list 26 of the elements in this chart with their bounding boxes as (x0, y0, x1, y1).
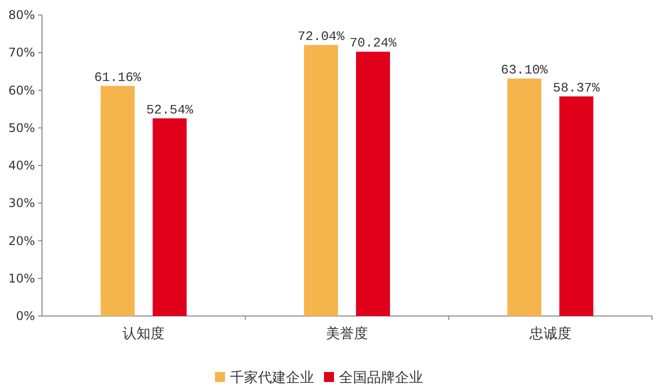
data-label: 61.16% (94, 70, 142, 85)
data-label: 52.54% (146, 102, 194, 118)
bar (356, 52, 390, 316)
legend-label: 千家代建企业 (230, 370, 314, 386)
y-tick-label: 60% (8, 83, 35, 98)
bar (100, 86, 135, 316)
data-label: 58.37% (552, 80, 600, 96)
y-tick-label: 40% (8, 158, 35, 172)
data-label: 70.24% (350, 36, 397, 51)
x-tick-label: 认知度 (122, 326, 165, 342)
y-tick-label: 10% (8, 271, 35, 286)
y-tick-label: 30% (8, 196, 35, 210)
bar (507, 78, 542, 316)
bar (152, 118, 187, 316)
data-label: 72.04% (298, 28, 345, 44)
x-tick-label: 美誉度 (326, 326, 368, 342)
data-label: 63.10% (500, 62, 548, 78)
y-tick-label: 70% (8, 46, 35, 60)
y-tick-label: 20% (8, 234, 35, 248)
x-tick-label: 忠诚度 (528, 326, 572, 342)
bar (559, 96, 594, 316)
bar (304, 44, 338, 316)
y-tick-label: 80% (8, 8, 35, 22)
y-tick-label: 50% (8, 120, 35, 135)
y-tick-label: 0% (16, 309, 35, 323)
legend-label: 全国品牌企业 (339, 370, 423, 386)
